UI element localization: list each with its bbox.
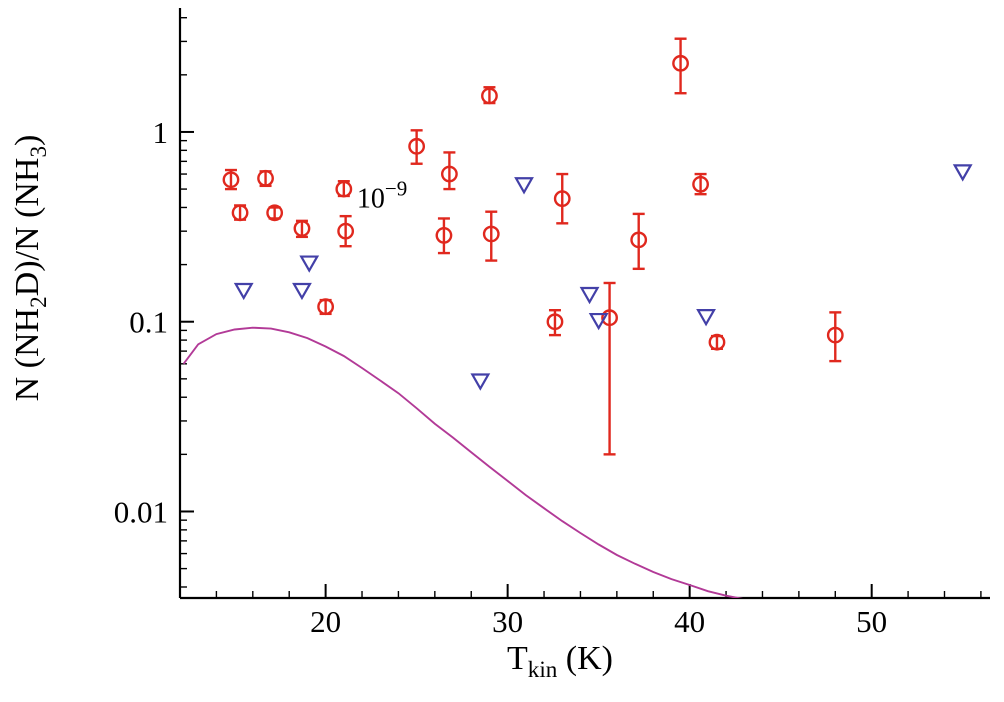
x-tick-label: 30 [492,604,523,639]
data-point-circle [440,165,458,183]
y-axis-label-text: N (NH [9,307,46,402]
data-point-circle [222,171,240,189]
data-point-circle [293,220,311,237]
x-axis-label-text: T [506,640,528,677]
curve-annotation: 10−9 [357,176,407,214]
data-point-circle [482,225,500,243]
x-tick-label: 20 [310,604,341,639]
data-point-circle [601,309,618,327]
x-tick-label: 50 [856,604,887,639]
x-axis-label: Tkin (K) [506,640,613,683]
data-point-circle [481,87,498,105]
upper-limit-triangle [299,255,320,273]
upper-limit-triangle [588,312,609,331]
model-curve [182,326,744,598]
data-point-circle [553,190,571,208]
data-point-circle [826,326,844,344]
upper-limit-triangle [952,164,973,182]
data-point-circle [337,222,355,240]
y-tick-label: 1 [153,115,169,150]
y-axis-label: N (NH2D)/N (NH3) [9,134,52,402]
upper-limit-triangle [514,177,534,195]
data-point-circle [435,227,453,244]
data-point-circle [672,54,689,72]
data-point-circle [266,204,284,222]
data-point-circle [335,180,353,198]
upper-limit-triangle [233,282,254,301]
data-point-circle [408,137,426,155]
data-point-circle [630,231,648,249]
y-tick-label: 0.1 [129,305,168,340]
data-point-circle [257,169,274,187]
upper-limit-triangle [292,282,312,301]
y-tick-label: 0.01 [114,494,168,529]
data-point-circle [231,204,249,222]
data-point-circle [692,175,709,193]
data-point-circle [317,298,335,316]
upper-limit-triangle [470,373,491,391]
x-tick-label: 40 [674,604,705,639]
upper-limit-triangle [579,286,600,305]
data-point-circle [546,313,564,331]
upper-limit-triangle [696,309,716,327]
data-point-circle [708,333,726,351]
